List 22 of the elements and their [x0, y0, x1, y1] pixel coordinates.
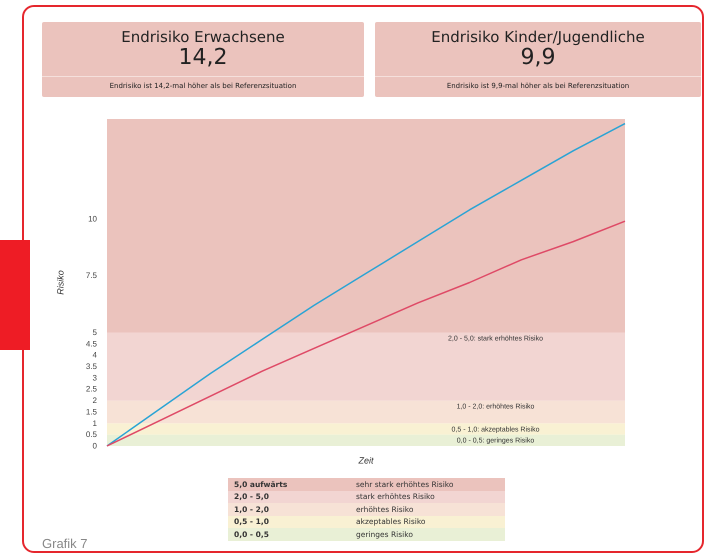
text: Endrisiko Kinder/Jugendliche [430, 28, 646, 46]
y-tick-label: 0.5 [86, 430, 98, 440]
y-tick-label: 4.5 [86, 339, 98, 348]
text: Endrisiko Erwachsene [120, 28, 286, 46]
line-series [106, 220, 626, 447]
y-tick-label: 3 [92, 373, 98, 382]
y-tick-label: 10 [88, 214, 98, 224]
y-tick-label: 0 [92, 442, 98, 450]
y-tick-label: 1.5 [86, 407, 98, 416]
y-tick-label: 4 [92, 350, 98, 360]
text: Grafik 7 [42, 536, 88, 551]
y-tick-label: 2.5 [86, 384, 98, 394]
x-axis-title: Zeit [357, 456, 374, 466]
y-tick-label: 2 [92, 396, 98, 406]
text: 9,9 [520, 45, 556, 70]
y-tick-label: 7.5 [86, 271, 98, 280]
text: 14,2 [178, 45, 228, 70]
y-tick-label: 5 [92, 328, 98, 337]
y-tick-label: 1 [92, 418, 98, 428]
line-series [106, 122, 626, 447]
y-tick-label: 3.5 [86, 362, 98, 372]
y-axis-title: Risiko [56, 270, 66, 295]
